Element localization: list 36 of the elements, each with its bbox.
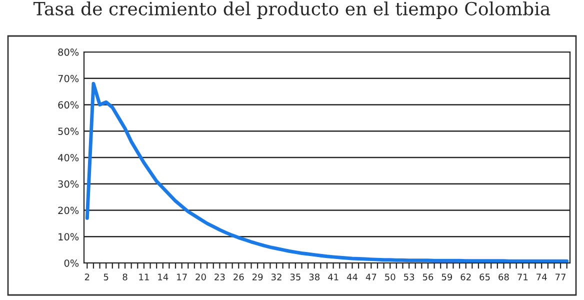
- x-tick-label: 41: [328, 274, 338, 280]
- x-tick-label: 17: [177, 274, 187, 280]
- x-tick-label: 23: [214, 274, 225, 280]
- x-tick-label: 68: [498, 274, 509, 280]
- y-tick-label: 0%: [64, 259, 79, 267]
- y-tick-label: 20%: [58, 206, 79, 214]
- x-tick-label: 26: [234, 274, 244, 280]
- x-tick-label: 14: [158, 274, 168, 280]
- y-tick-label: 40%: [58, 154, 79, 162]
- y-tick-label: 10%: [58, 233, 79, 240]
- x-tick-label: 47: [366, 274, 376, 280]
- chart-title: Tasa de crecimiento del producto en el tiempo Colombia: [34, 2, 550, 19]
- y-tick-label: 80%: [58, 48, 79, 56]
- x-tick-label: 20: [196, 274, 206, 280]
- x-tick-label: 2: [84, 274, 90, 280]
- y-tick-label: 50%: [58, 128, 79, 135]
- x-tick-label: 74: [536, 274, 547, 280]
- x-tick-label: 35: [290, 274, 300, 280]
- x-tick-label: 8: [122, 274, 128, 280]
- x-tick-label: 65: [480, 274, 490, 280]
- x-tick-label: 62: [460, 274, 471, 280]
- y-tick-label: 60%: [58, 101, 79, 109]
- x-tick-label: 11: [139, 274, 149, 280]
- x-tick-label: 77: [556, 274, 566, 280]
- x-tick-label: 5: [104, 274, 108, 280]
- x-tick-label: 44: [346, 274, 358, 280]
- x-tick-label: 56: [422, 274, 434, 280]
- y-tick-label: 70%: [58, 74, 79, 82]
- x-tick-label: 29: [252, 274, 263, 280]
- x-tick-label: 71: [518, 274, 528, 280]
- x-tick-label: 53: [404, 274, 414, 280]
- x-tick-label: 38: [309, 274, 320, 280]
- x-tick-label: 50: [385, 274, 396, 280]
- x-tick-label: 59: [442, 274, 452, 280]
- y-tick-label: 30%: [58, 180, 79, 188]
- x-tick-label: 32: [271, 274, 282, 280]
